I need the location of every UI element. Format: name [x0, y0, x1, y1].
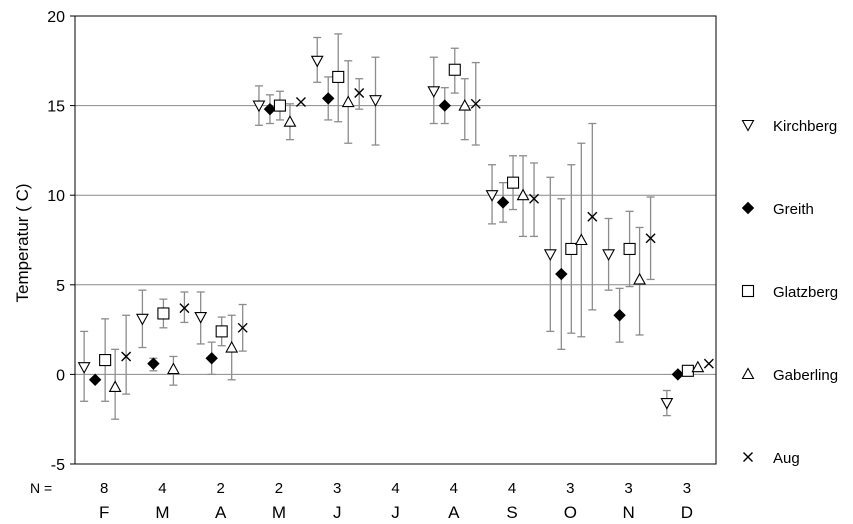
legend-marker: [743, 452, 753, 462]
x-tick-label: S: [506, 503, 517, 522]
data-point: [215, 325, 228, 338]
data-point: [108, 380, 122, 392]
data-point: [565, 242, 578, 256]
data-point: [135, 313, 149, 326]
x-tick-label: J: [391, 503, 400, 522]
n-value: 4: [158, 480, 166, 497]
n-value: 8: [100, 480, 108, 497]
n-value: 4: [450, 480, 458, 497]
data-point: [623, 242, 636, 256]
data-point: [322, 92, 335, 105]
legend-label: Aug: [773, 450, 800, 467]
data-point: [543, 249, 557, 261]
legend-label: Kirchberg: [773, 118, 837, 135]
data-point: [613, 309, 626, 322]
data-point: [470, 98, 481, 109]
data-point: [332, 70, 345, 83]
data-point: [225, 340, 239, 353]
data-point: [458, 98, 472, 111]
y-axis-label: Temperatur ( C): [13, 183, 32, 302]
x-tick-label: N: [622, 503, 634, 522]
n-label: N =: [30, 480, 52, 496]
data-point: [157, 307, 170, 320]
data-point: [448, 63, 461, 76]
data-point: [295, 97, 306, 108]
data-point: [341, 95, 355, 108]
data-point: [485, 190, 499, 202]
data-point: [691, 360, 705, 373]
legend-label: Glatzberg: [773, 284, 838, 301]
legend-marker: [741, 284, 755, 298]
x-tick-label: D: [681, 503, 693, 522]
data-point: [283, 115, 297, 127]
data-point: [194, 312, 208, 324]
data-point: [506, 176, 520, 189]
data-point: [574, 233, 588, 246]
n-value: 3: [566, 480, 574, 497]
data-point: [273, 99, 287, 112]
y-tick-label: 0: [56, 367, 65, 384]
data-point: [263, 102, 277, 116]
plot-frame: [74, 15, 717, 465]
plot-area: -5 0 5 10 15 20 8 F 4 M 2 A 2 M 3 J 4 J 4 A 4 S 3 O 3 N 3 D Kirchber…: [47, 9, 838, 522]
data-point: [369, 95, 382, 107]
data-point: [660, 398, 674, 410]
data-point: [205, 352, 218, 365]
data-point: [438, 99, 451, 112]
legend-marker: [741, 367, 755, 380]
data-point: [88, 373, 102, 386]
n-value: 3: [624, 480, 632, 497]
n-value: 4: [508, 480, 516, 497]
x-tick-label: M: [272, 503, 286, 522]
data-point: [147, 357, 160, 370]
data-point: [681, 364, 694, 377]
data-point: [354, 88, 365, 99]
data-point: [77, 362, 91, 374]
data-point: [555, 267, 568, 281]
n-value: 3: [683, 480, 691, 497]
n-value: 4: [391, 480, 399, 497]
x-tick-label: M: [155, 503, 169, 522]
x-tick-label: J: [333, 503, 342, 522]
x-tick-label: O: [564, 503, 577, 522]
data-point: [121, 351, 132, 362]
data-point: [633, 272, 647, 285]
data-point: [179, 303, 190, 314]
legend-marker: [741, 119, 755, 132]
y-tick-label: 20: [47, 9, 65, 26]
legend-marker: [741, 201, 755, 215]
data-point: [703, 358, 714, 369]
data-point: [427, 86, 441, 98]
legend-label: Gaberling: [773, 367, 838, 384]
x-tick-label: F: [99, 503, 109, 522]
data-point: [671, 368, 685, 381]
n-value: 2: [275, 480, 283, 497]
y-tick-label: 5: [56, 278, 65, 295]
data-point: [166, 362, 180, 375]
data-point: [252, 100, 266, 113]
y-tick-label: 10: [47, 188, 65, 205]
data-point: [587, 211, 598, 222]
data-point: [310, 55, 324, 68]
data-point: [496, 196, 510, 209]
y-tick-label: 15: [47, 99, 65, 116]
n-value: 2: [217, 480, 225, 497]
x-tick-label: A: [448, 503, 460, 522]
y-tick-label: -5: [51, 457, 65, 474]
data-point: [237, 322, 248, 333]
data-point: [516, 188, 530, 201]
n-value: 3: [333, 480, 341, 497]
data-point: [529, 193, 540, 204]
data-point: [99, 354, 112, 367]
data-point: [602, 249, 616, 261]
data-point: [645, 233, 656, 244]
legend-label: Greith: [773, 201, 814, 218]
x-tick-label: A: [215, 503, 227, 522]
